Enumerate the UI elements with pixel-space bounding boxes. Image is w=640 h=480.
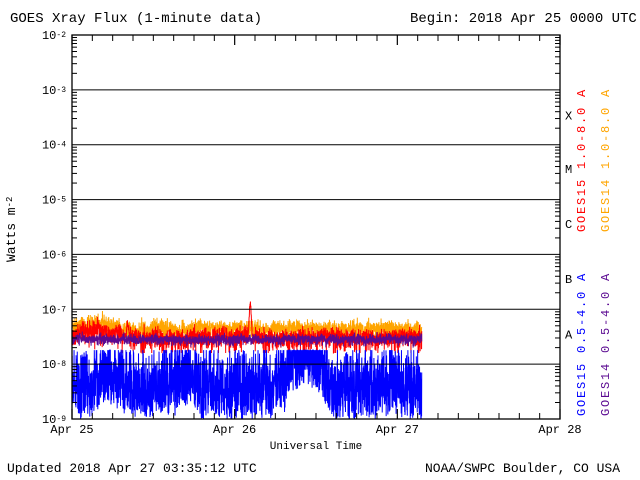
svg-text:10-2: 10-2 [42,29,66,43]
svg-text:GOES15 1.0-8.0 A: GOES15 1.0-8.0 A [575,88,589,232]
svg-text:A: A [565,329,573,343]
svg-text:Updated 2018 Apr 27 03:35:12 U: Updated 2018 Apr 27 03:35:12 UTC [7,461,257,476]
svg-text:Apr 25: Apr 25 [50,423,93,437]
svg-text:10-4: 10-4 [42,139,66,153]
svg-text:10-8: 10-8 [42,358,66,372]
svg-text:10-3: 10-3 [42,84,66,98]
svg-text:GOES15 0.5-4.0 A: GOES15 0.5-4.0 A [575,272,589,416]
svg-text:Apr 28: Apr 28 [538,423,581,437]
svg-text:Watts m-2: Watts m-2 [4,197,19,262]
svg-text:Apr 26: Apr 26 [213,423,256,437]
svg-text:GOES Xray Flux (1-minute data): GOES Xray Flux (1-minute data) [10,11,262,27]
svg-text:NOAA/SWPC Boulder, CO USA: NOAA/SWPC Boulder, CO USA [425,461,620,476]
svg-text:10-6: 10-6 [42,248,66,262]
svg-text:Universal Time: Universal Time [270,441,362,453]
svg-text:GOES14 0.5-4.0 A: GOES14 0.5-4.0 A [599,272,613,416]
svg-text:10-7: 10-7 [42,303,66,317]
svg-text:Begin: 2018 Apr 25 0000 UTC: Begin: 2018 Apr 25 0000 UTC [410,11,637,27]
svg-text:GOES14 1.0-8.0 A: GOES14 1.0-8.0 A [599,88,613,232]
svg-text:M: M [565,163,572,177]
svg-text:X: X [565,109,572,123]
svg-text:Apr 27: Apr 27 [376,423,419,437]
svg-text:10-5: 10-5 [42,194,66,208]
svg-text:C: C [565,218,572,232]
svg-text:B: B [565,273,572,287]
